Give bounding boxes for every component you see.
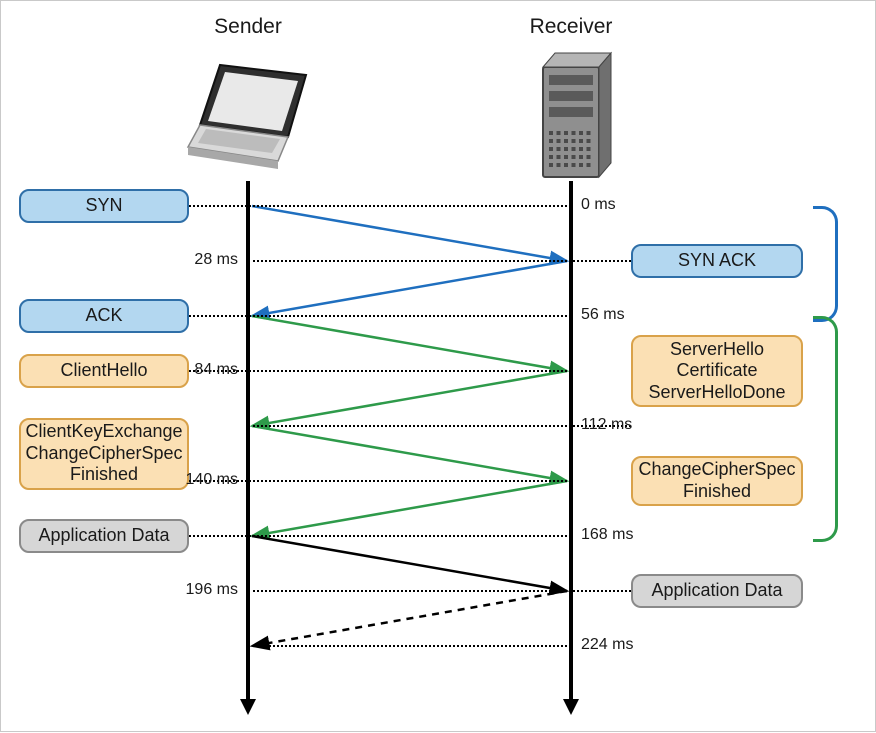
arrow [252,481,567,536]
msg-serverhello: ServerHello Certificate ServerHelloDone [631,335,803,407]
arrow [252,536,567,591]
receiver-timeline [569,181,573,701]
time-140: 140 ms [186,471,238,489]
dotted-guideline [248,590,631,592]
sender-header: Sender [214,15,282,39]
dotted-guideline [189,535,571,537]
arrow [252,261,567,316]
dotted-guideline [189,315,571,317]
dotted-guideline [189,370,571,372]
arrow [252,591,567,646]
bracket-tls [813,316,838,542]
arrow [252,316,567,371]
msg-synack: SYN ACK [631,244,803,278]
dotted-guideline [189,205,571,207]
bracket-tcp [813,206,838,322]
time-196: 196 ms [186,581,238,599]
time-28: 28 ms [194,251,238,269]
arrow [252,426,567,481]
time-112: 112 ms [581,416,632,434]
time-84: 84 ms [194,361,238,379]
receiver-header: Receiver [530,15,613,39]
msg-ack: ACK [19,299,189,333]
dotted-guideline [248,645,571,647]
arrow [252,371,567,426]
laptop-icon [188,65,306,169]
arrow [252,206,567,261]
handshake-sequence-diagram: Sender Receiver SYN SYN ACK ACK ClientHello… [0,0,876,732]
msg-appdata_recv: Application Data [631,574,803,608]
server-icon [543,53,611,177]
dotted-guideline [189,480,571,482]
msg-changecipher: ChangeCipherSpec Finished [631,456,803,506]
msg-appdata_send: Application Data [19,519,189,553]
msg-clienthello: ClientHello [19,354,189,388]
dotted-guideline [248,260,631,262]
time-0: 0 ms [581,196,616,214]
time-56: 56 ms [581,306,625,324]
dotted-guideline [248,425,631,427]
time-168: 168 ms [581,526,633,544]
msg-clientkey: ClientKeyExchange ChangeCipherSpec Finis… [19,418,189,490]
msg-syn: SYN [19,189,189,223]
time-224: 224 ms [581,636,633,654]
sender-timeline [246,181,250,701]
